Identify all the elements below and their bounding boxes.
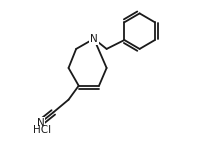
Text: N: N [90,34,98,44]
Text: N: N [37,118,45,128]
Text: HCl: HCl [33,125,51,135]
